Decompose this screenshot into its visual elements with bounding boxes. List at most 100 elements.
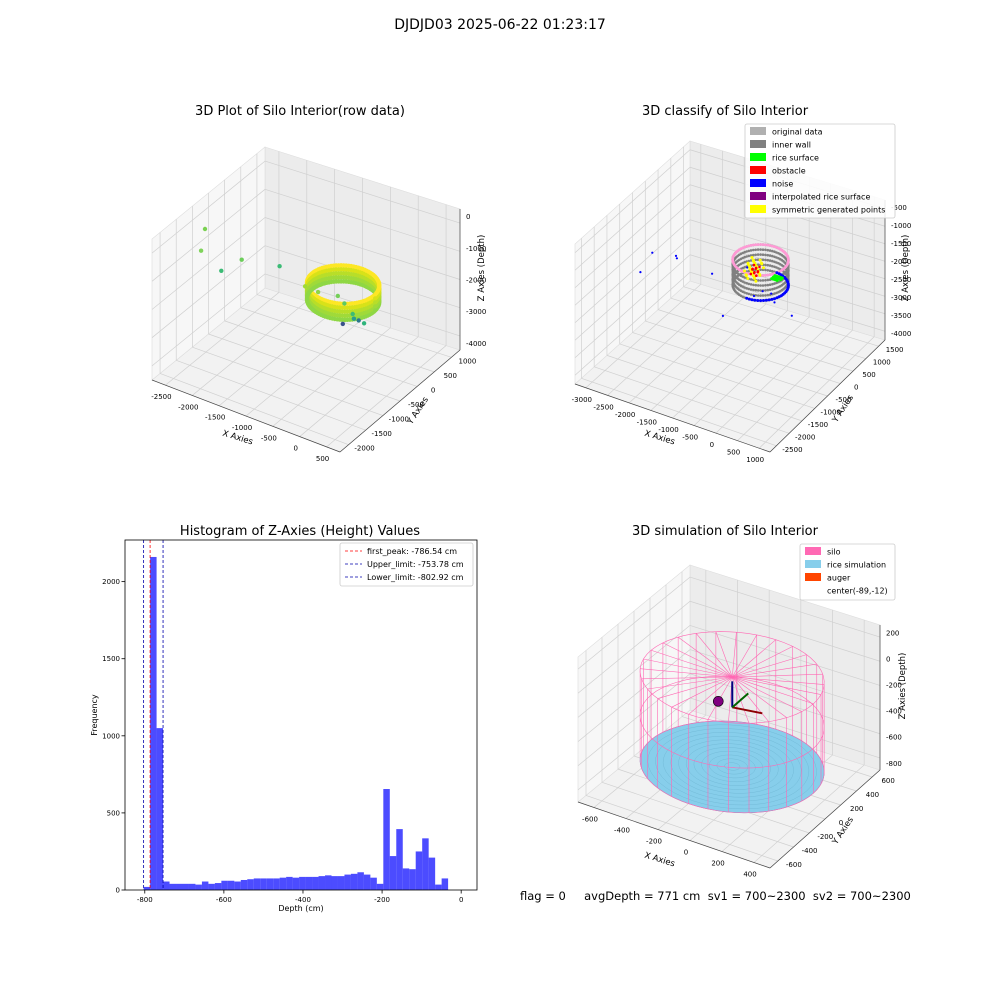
y-tick-label: 1000: [873, 359, 891, 367]
rim-point: [754, 243, 758, 247]
y-tick-label: -1000: [389, 416, 409, 424]
legend-box: [744, 123, 896, 219]
rim-point: [756, 243, 760, 247]
grid-line: [689, 219, 886, 280]
inner-wall-point: [764, 258, 767, 262]
inner-wall-point: [747, 259, 751, 263]
noise-point: [639, 271, 642, 274]
data-point: [335, 293, 340, 299]
symmetric-point: [758, 258, 762, 262]
inner-wall-point: [771, 287, 774, 291]
noise-point: [756, 299, 760, 302]
inner-wall-point: [745, 287, 748, 290]
inner-wall-point: [747, 249, 751, 253]
inner-wall-point: [759, 284, 762, 287]
inner-wall-point: [771, 249, 774, 253]
legend-swatch: [750, 153, 766, 161]
histogram-bar: [370, 877, 377, 890]
inner-wall-point: [766, 293, 770, 297]
inner-wall-point: [754, 248, 757, 252]
histogram-bar: [253, 878, 261, 890]
inner-wall-point: [766, 283, 770, 287]
data-point: [361, 321, 367, 326]
inner-wall-point: [768, 269, 772, 273]
silo-roof-line: [641, 676, 733, 680]
axis-arrow-y: [731, 692, 749, 709]
z-tick-label: -1000: [891, 222, 911, 230]
histogram-legend: first_peak: -786.54 cm Upper_limit: -753.…: [339, 542, 474, 587]
y-tick-label: 600: [881, 777, 894, 785]
rim-point: [747, 244, 751, 248]
inner-wall-point: [759, 294, 762, 297]
status-line: flag = 0 avgDepth = 771 cm sv1 = 700~230…: [520, 889, 911, 903]
y-tick-label: 1000: [102, 732, 120, 740]
x-tick-label: -2500: [151, 393, 171, 401]
rim-point: [749, 244, 753, 247]
legend-swatch: [750, 127, 766, 135]
histogram-bar: [182, 883, 189, 890]
inner-wall-point: [773, 260, 776, 264]
histogram-bar: [150, 556, 157, 890]
rice-surface-point: [779, 278, 783, 282]
legend-label: auger: [827, 574, 851, 583]
data-point: [315, 289, 321, 295]
inner-wall-point: [747, 292, 751, 296]
legend-swatch: [750, 140, 766, 148]
symmetric-point: [754, 279, 758, 283]
inner-wall-point: [766, 269, 770, 272]
rim-point: [766, 273, 770, 277]
noise-point: [711, 272, 714, 275]
silo-roof-line: [732, 663, 817, 678]
x-tick-label: 200: [711, 860, 724, 868]
z-tick-label: 0: [466, 213, 470, 221]
histogram-bar: [266, 878, 274, 890]
silo-roof-line: [732, 654, 807, 678]
histogram-bar: [163, 881, 170, 890]
grid-line: [577, 600, 691, 694]
noise-point: [745, 296, 749, 300]
x-tick-label: 500: [727, 449, 740, 457]
rim-point: [761, 274, 765, 277]
inner-wall-point: [759, 248, 762, 251]
noise-point: [752, 294, 756, 298]
noise-point: [761, 290, 764, 293]
inner-wall-point: [749, 249, 753, 252]
legend-swatch: [750, 192, 766, 200]
histogram-bar: [396, 829, 403, 890]
legend-label: inner wall: [772, 141, 811, 150]
legend-label: original data: [772, 128, 823, 137]
surface-point: [373, 296, 378, 301]
data-point: [198, 248, 204, 253]
histogram-bar: [156, 728, 164, 890]
inner-wall-point: [747, 269, 751, 273]
histogram-bar: [435, 884, 442, 890]
grid-line: [264, 217, 461, 280]
auger-marker: [712, 696, 724, 707]
inner-wall-point: [747, 282, 751, 286]
inner-wall-point: [749, 283, 753, 286]
grid-line: [581, 377, 777, 447]
z-tick-label: -4000: [466, 340, 486, 348]
inner-wall-point: [761, 248, 765, 251]
inner-wall-point: [761, 253, 765, 256]
legend-label: rice surface: [772, 154, 819, 163]
inner-wall-point: [745, 250, 748, 253]
y-tick-label: 0: [839, 819, 843, 827]
grid-line: [151, 273, 266, 367]
obstacle-point: [755, 274, 758, 278]
histogram-bar: [234, 881, 241, 890]
inner-wall-point: [745, 281, 748, 285]
x-tick-label: -1000: [658, 426, 678, 434]
inner-wall-point: [752, 248, 755, 252]
silo-roof-line: [643, 658, 733, 678]
legend-swatch: [750, 166, 766, 174]
grid-line: [208, 333, 401, 402]
y-tick-label: -2500: [782, 446, 802, 454]
obstacle-point: [756, 270, 760, 273]
y-tick-label: 2000: [102, 578, 120, 586]
x-tick-label: -200: [646, 838, 662, 846]
z-tick-label: -2000: [891, 258, 911, 266]
classify-3d-plot: -3000-2500-2000-1500-1000-50005001000-25…: [572, 123, 911, 464]
silo-roof-line: [662, 642, 733, 678]
legend-box: [799, 543, 896, 601]
